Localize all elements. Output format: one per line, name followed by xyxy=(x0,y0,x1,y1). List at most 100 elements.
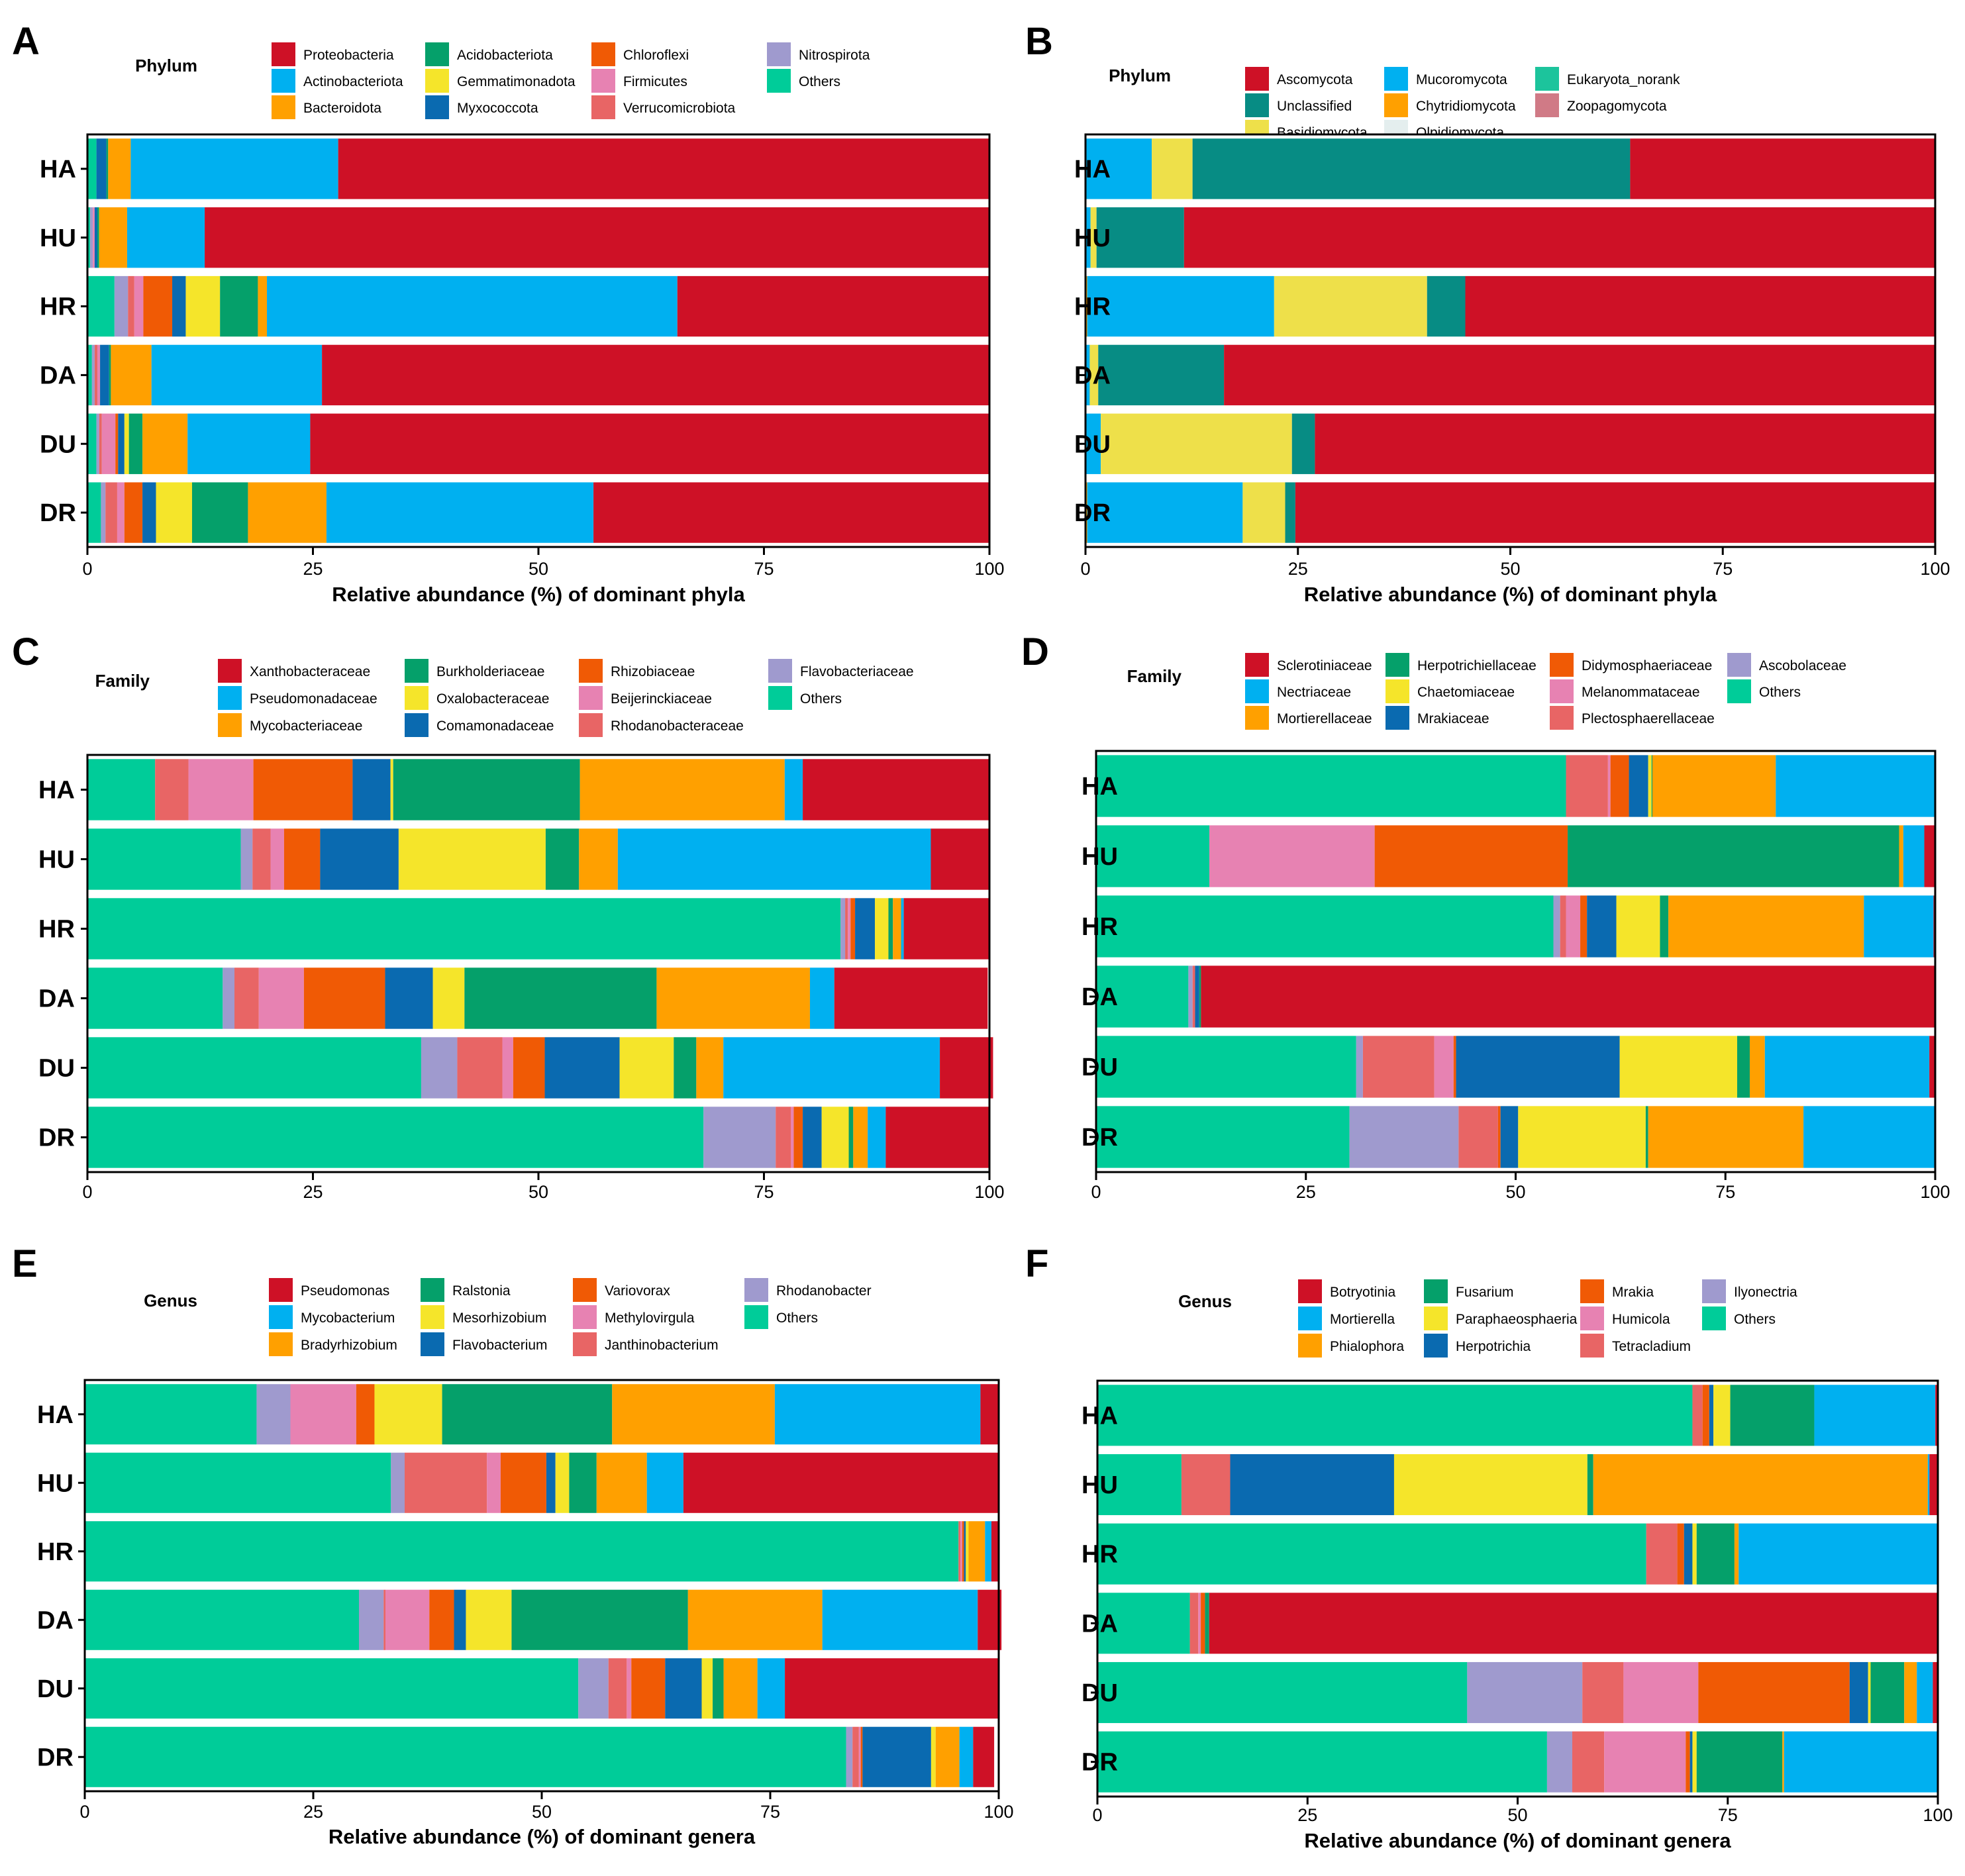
category-label: DA xyxy=(1082,983,1118,1011)
bar-c-du-flavobacteriaceae xyxy=(421,1037,457,1098)
bar-f-da-humicola xyxy=(1198,1593,1201,1654)
bar-a-dr-chloroflexi xyxy=(125,482,142,542)
bar-c-du-others xyxy=(87,1037,421,1098)
category-label: HU xyxy=(38,846,75,874)
bar-c-ha-rhizobiaceae xyxy=(254,759,353,820)
bar-e-hu-bradyrhizobium xyxy=(597,1453,647,1513)
category-label: HA xyxy=(40,156,76,183)
legend-title: Genus xyxy=(144,1291,197,1310)
bar-e-hu-methylovirgula xyxy=(487,1453,501,1513)
category-label: DU xyxy=(38,1055,75,1083)
bar-d-hr-herpotrichiellaceae xyxy=(1660,895,1668,957)
bar-d-dr-plectosphaerellaceae xyxy=(1458,1106,1498,1167)
bar-e-dr-mycobacterium xyxy=(960,1727,974,1787)
x-tick-label: 100 xyxy=(974,559,1004,579)
bar-e-du-pseudomonas xyxy=(785,1658,999,1718)
bar-b-hr-ascomycota xyxy=(1466,276,1935,336)
panel-letter: A xyxy=(12,20,40,63)
bar-e-hr-janthinobacterium xyxy=(958,1521,960,1581)
legend-label-mortierella: Mortierella xyxy=(1330,1312,1395,1327)
bar-c-hr-burkholderiaceae xyxy=(888,898,893,959)
x-tick-label: 50 xyxy=(529,1182,548,1202)
bar-e-dr-mesorhizobium xyxy=(931,1727,936,1787)
bar-f-hu-paraphaeosphaeria xyxy=(1394,1454,1587,1515)
bar-e-da-variovorax xyxy=(429,1590,454,1650)
bar-e-ha-variovorax xyxy=(356,1384,375,1444)
bar-a-dr-myxococcota xyxy=(142,482,156,542)
x-tick-label: 0 xyxy=(1080,559,1090,579)
bar-c-ha-beijerinckiaceae xyxy=(189,759,254,820)
bar-a-hr-acidobacteriota xyxy=(220,276,258,336)
legend-swatch-beijerinckiaceae xyxy=(579,686,603,710)
bar-a-da-myxococcota xyxy=(100,345,109,405)
legend-swatch-comamonadaceae xyxy=(405,713,428,737)
legend-label-ascomycota: Ascomycota xyxy=(1277,72,1353,87)
legend-label-acidobacteriota: Acidobacteriota xyxy=(457,48,553,63)
bar-b-hr-basidiomycota xyxy=(1274,276,1427,336)
legend-label-gemmatimonadota: Gemmatimonadota xyxy=(457,74,576,89)
category-label: HU xyxy=(37,1469,74,1497)
x-tick-label: 75 xyxy=(1713,559,1733,579)
legend-swatch-sclerotiniaceae xyxy=(1245,653,1269,677)
bar-c-du-burkholderiaceae xyxy=(674,1037,696,1098)
legend-swatch-chaetomiaceae xyxy=(1386,679,1409,703)
legend-swatch-others xyxy=(744,1305,768,1329)
legend-label-fusarium: Fusarium xyxy=(1456,1285,1514,1300)
bar-a-ha-myxococcota xyxy=(97,138,107,199)
bar-c-hr-rhizobiaceae xyxy=(850,898,855,959)
bar-d-hr-melanommataceae xyxy=(1566,895,1581,957)
bar-a-du-myxococcota xyxy=(118,414,125,474)
legend-label-flavobacterium: Flavobacterium xyxy=(452,1338,548,1353)
panel-e: EGenus PseudomonasMycobacteriumBradyrhizo… xyxy=(12,1242,1014,1848)
bar-d-hu-sclerotiniaceae xyxy=(1925,825,1935,887)
category-label: DR xyxy=(38,1124,75,1152)
bar-a-ha-acidobacteriota xyxy=(107,138,109,199)
bar-a-hr-others xyxy=(87,276,115,336)
bar-e-du-mesorhizobium xyxy=(702,1658,713,1718)
legend-swatch-mrakiaceae xyxy=(1386,706,1409,730)
bar-d-da-plectosphaerellaceae xyxy=(1193,965,1195,1027)
bar-e-du-mycobacterium xyxy=(758,1658,785,1718)
x-tick-label: 0 xyxy=(1091,1182,1101,1202)
bar-a-da-verrucomicrobiota xyxy=(95,345,97,405)
bar-e-dr-janthinobacterium xyxy=(852,1727,859,1787)
bar-e-da-ralstonia xyxy=(511,1590,687,1650)
bar-a-du-others xyxy=(87,414,97,474)
bar-b-dr-unclassified xyxy=(1285,482,1295,542)
bar-c-hu-pseudomonadaceae xyxy=(618,828,931,889)
bar-e-dr-flavobacterium xyxy=(862,1727,931,1787)
legend-label-variovorax: Variovorax xyxy=(605,1283,670,1299)
bar-e-hu-mycobacterium xyxy=(647,1453,683,1513)
bar-c-dr-rhizobiaceae xyxy=(793,1107,803,1167)
bar-e-da-rhodanobacter xyxy=(359,1590,383,1650)
category-label: HR xyxy=(38,916,75,944)
bar-f-hr-fusarium xyxy=(1697,1524,1735,1585)
legend-swatch-variovorax xyxy=(573,1278,597,1302)
legend-swatch-gemmatimonadota xyxy=(425,69,449,93)
bar-f-hu-tetracladium xyxy=(1182,1454,1231,1515)
bar-d-dr-mrakiaceae xyxy=(1501,1106,1519,1167)
bar-b-da-ascomycota xyxy=(1224,345,1935,405)
bar-e-hu-variovorax xyxy=(501,1453,546,1513)
bar-e-du-flavobacterium xyxy=(665,1658,701,1718)
category-label: DU xyxy=(40,430,76,458)
bar-b-hr-unclassified xyxy=(1427,276,1466,336)
legend-label-melanommataceae: Melanommataceae xyxy=(1582,685,1700,700)
bar-c-ha-mycobacteriaceae xyxy=(580,759,785,820)
bar-f-da-mrakia xyxy=(1201,1593,1205,1654)
legend-label-comamonadaceae: Comamonadaceae xyxy=(436,718,554,734)
legend-swatch-paraphaeosphaeria xyxy=(1424,1307,1448,1330)
x-axis-title: Relative abundance (%) of dominant gener… xyxy=(328,1825,756,1848)
legend-swatch-ralstonia xyxy=(421,1278,444,1302)
bar-e-da-bradyrhizobium xyxy=(688,1590,823,1650)
bar-f-da-tetracladium xyxy=(1190,1593,1199,1654)
bar-d-hr-mortierellaceae xyxy=(1668,895,1864,957)
legend-label-proteobacteria: Proteobacteria xyxy=(303,48,394,63)
bar-c-da-flavobacteriaceae xyxy=(223,967,234,1028)
bar-e-du-ralstonia xyxy=(713,1658,724,1718)
category-label: DR xyxy=(40,499,76,527)
bar-c-dr-oxalobacteraceae xyxy=(822,1107,849,1167)
bar-c-dr-pseudomonadaceae xyxy=(868,1107,885,1167)
bar-e-dr-bradyrhizobium xyxy=(936,1727,960,1787)
legend-swatch-myxococcota xyxy=(425,95,449,119)
